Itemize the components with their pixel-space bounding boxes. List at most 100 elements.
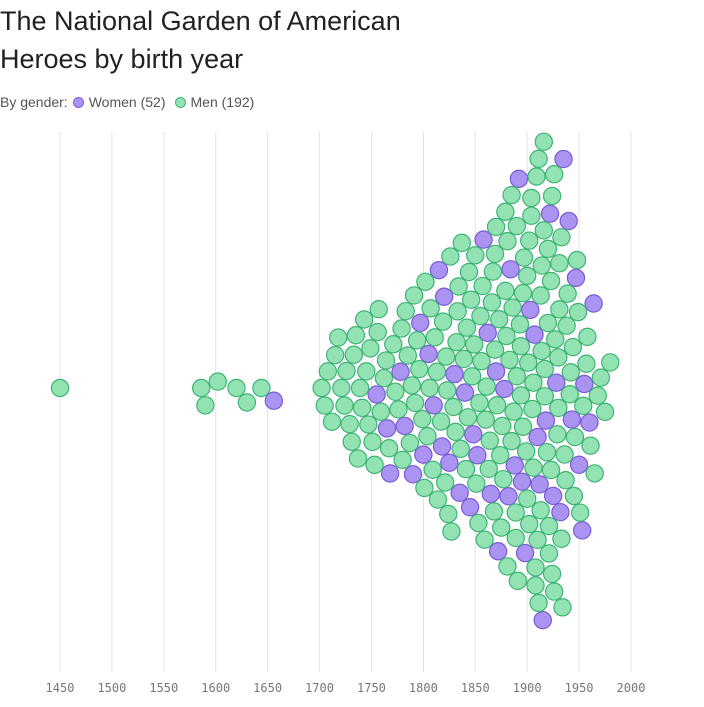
dot xyxy=(507,367,526,386)
dot xyxy=(367,385,386,404)
dot xyxy=(505,456,524,475)
dot xyxy=(565,427,585,447)
dot xyxy=(493,416,512,436)
dot xyxy=(376,351,396,370)
dot xyxy=(508,571,528,591)
dot xyxy=(497,326,516,346)
dot xyxy=(473,276,492,296)
legend-label: Women (52) xyxy=(88,94,166,110)
dot xyxy=(558,284,577,303)
dot xyxy=(413,409,432,429)
dot xyxy=(513,283,533,303)
dot xyxy=(361,339,380,358)
dot xyxy=(449,277,468,296)
dot xyxy=(342,432,361,451)
dot xyxy=(575,374,594,394)
dot xyxy=(476,410,495,429)
dot xyxy=(420,378,439,398)
dot xyxy=(463,425,483,444)
dot xyxy=(365,455,384,475)
dot xyxy=(433,312,453,331)
dot xyxy=(584,294,603,313)
legend-swatch xyxy=(174,96,186,108)
dot xyxy=(486,217,506,237)
dot xyxy=(384,335,403,354)
dot xyxy=(541,271,561,291)
dot xyxy=(474,230,493,249)
dot xyxy=(455,383,475,402)
legend-swatch xyxy=(72,96,84,108)
dot xyxy=(446,422,465,442)
dot xyxy=(547,373,566,392)
dot xyxy=(511,386,531,405)
dot xyxy=(549,398,568,418)
dot xyxy=(368,322,387,342)
x-tick-label: 1650 xyxy=(253,681,282,695)
dot xyxy=(561,363,580,382)
dot xyxy=(335,396,354,415)
dot xyxy=(359,415,378,434)
dot xyxy=(410,359,429,379)
dot xyxy=(543,486,563,506)
dot xyxy=(510,315,530,334)
dot xyxy=(539,544,559,563)
dot xyxy=(601,353,620,372)
dot xyxy=(522,206,541,225)
dot xyxy=(570,503,590,522)
dot xyxy=(445,364,464,384)
x-tick-label: 1600 xyxy=(201,681,230,695)
dot xyxy=(523,399,542,419)
dot xyxy=(512,472,532,491)
dot xyxy=(405,393,425,413)
dot xyxy=(486,362,506,381)
dot xyxy=(404,286,424,305)
dot xyxy=(535,387,555,406)
dot xyxy=(391,362,410,381)
dot xyxy=(50,378,70,398)
dot xyxy=(534,221,553,240)
dot xyxy=(492,518,511,537)
dot xyxy=(502,185,521,205)
x-tick-label: 1700 xyxy=(305,681,334,695)
dot xyxy=(538,239,558,259)
dot xyxy=(470,393,489,413)
dot xyxy=(414,445,433,464)
dot xyxy=(513,417,533,436)
dot xyxy=(196,396,215,415)
dot xyxy=(437,347,456,366)
dot xyxy=(574,396,593,416)
dot xyxy=(325,345,345,365)
dot xyxy=(499,487,518,506)
dot xyxy=(539,516,559,536)
dot xyxy=(442,522,461,541)
dot xyxy=(595,402,615,422)
dot xyxy=(344,345,364,364)
dot xyxy=(496,281,515,301)
dot xyxy=(479,459,498,479)
dot xyxy=(551,502,570,522)
dot xyxy=(573,521,592,540)
dot xyxy=(454,349,474,369)
dot xyxy=(483,262,503,281)
dot xyxy=(475,530,494,549)
dot xyxy=(369,300,388,319)
dot xyxy=(509,169,529,189)
dot xyxy=(538,313,558,333)
dot xyxy=(346,326,366,345)
dot xyxy=(507,216,526,236)
dot xyxy=(501,260,520,279)
dot xyxy=(488,542,508,561)
dot xyxy=(569,455,589,474)
dot xyxy=(516,442,536,461)
dot xyxy=(465,335,484,354)
dot xyxy=(542,186,562,206)
dot xyxy=(519,353,538,372)
dot xyxy=(555,445,574,464)
dot xyxy=(546,330,565,349)
legend-title: By gender: xyxy=(0,94,68,110)
dot xyxy=(481,484,501,504)
dot xyxy=(532,341,551,361)
dot xyxy=(318,362,338,381)
dot xyxy=(495,379,514,399)
